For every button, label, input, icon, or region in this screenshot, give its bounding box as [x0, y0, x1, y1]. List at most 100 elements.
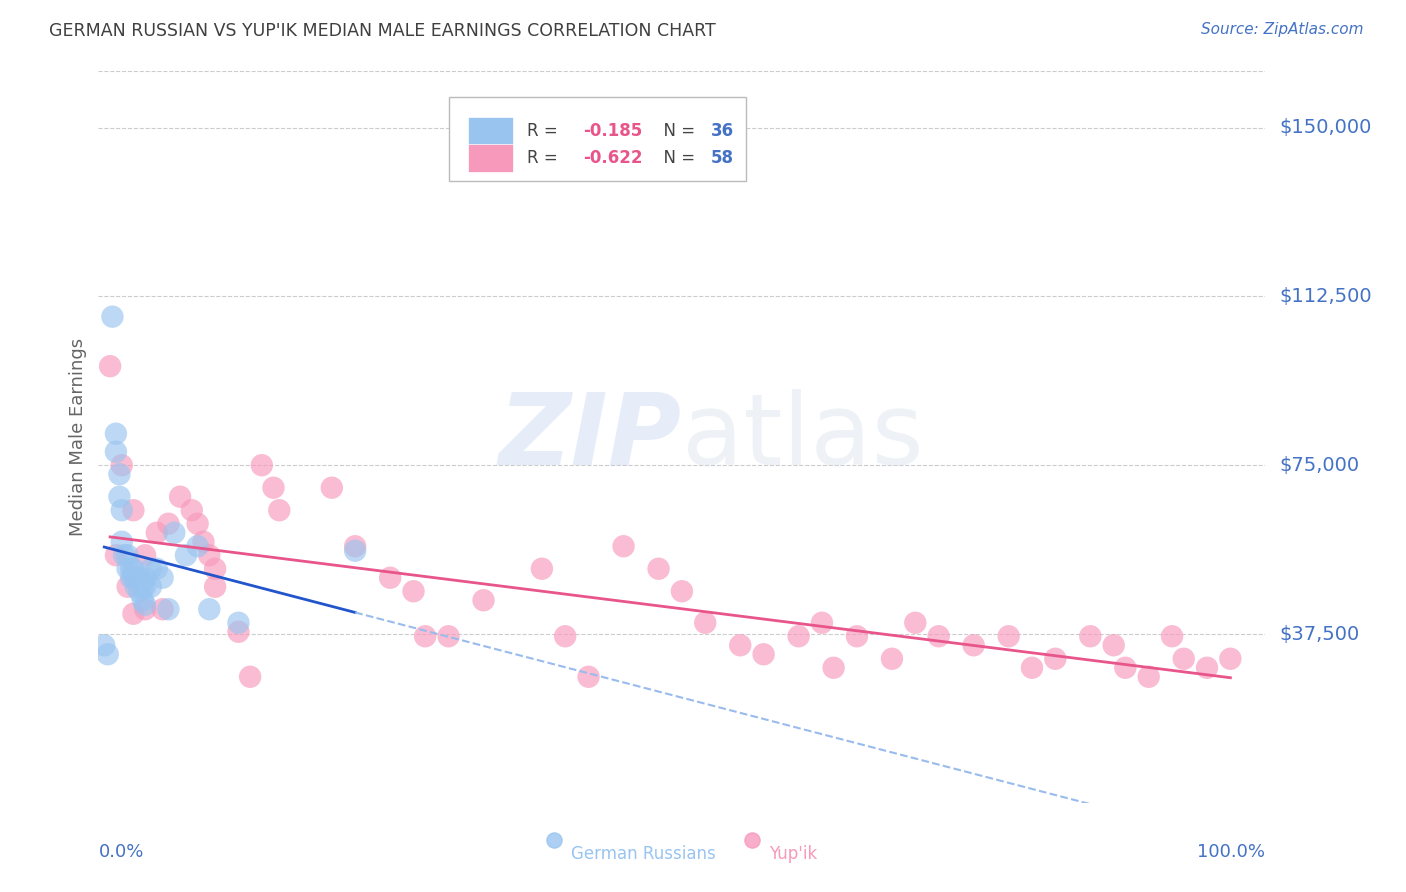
Text: Source: ZipAtlas.com: Source: ZipAtlas.com	[1201, 22, 1364, 37]
Text: GERMAN RUSSIAN VS YUP'IK MEDIAN MALE EARNINGS CORRELATION CHART: GERMAN RUSSIAN VS YUP'IK MEDIAN MALE EAR…	[49, 22, 716, 40]
Point	[811, 615, 834, 630]
Point	[752, 647, 775, 661]
Point	[204, 562, 226, 576]
FancyBboxPatch shape	[449, 97, 747, 181]
Point	[413, 629, 436, 643]
Point	[134, 580, 156, 594]
Text: 100.0%: 100.0%	[1198, 843, 1265, 861]
Text: -0.185: -0.185	[582, 122, 643, 140]
Point	[122, 503, 145, 517]
Text: N =: N =	[652, 149, 700, 167]
Point	[198, 602, 221, 616]
Point	[180, 503, 202, 517]
Point	[108, 490, 131, 504]
Point	[104, 548, 127, 562]
Point	[380, 571, 402, 585]
Text: -0.622: -0.622	[582, 149, 643, 167]
Point	[93, 638, 115, 652]
Point	[1080, 629, 1102, 643]
Point	[228, 615, 250, 630]
Point	[239, 670, 262, 684]
Point	[1219, 652, 1241, 666]
Point	[321, 481, 343, 495]
Text: $37,500: $37,500	[1279, 624, 1360, 643]
Point	[250, 458, 273, 473]
Point	[101, 310, 124, 324]
Point	[204, 580, 226, 594]
Point	[104, 444, 127, 458]
Point	[104, 426, 127, 441]
Point	[120, 562, 142, 576]
Point	[1021, 661, 1043, 675]
Point	[530, 562, 553, 576]
Bar	[468, 118, 513, 145]
Point	[163, 525, 186, 540]
Point	[157, 516, 180, 531]
Point	[128, 571, 150, 585]
Point	[122, 571, 145, 585]
Text: R =: R =	[527, 149, 562, 167]
Point	[152, 571, 174, 585]
Point	[1173, 652, 1195, 666]
Point	[134, 548, 156, 562]
Point	[139, 580, 162, 594]
Text: $150,000: $150,000	[1279, 118, 1372, 137]
Point	[120, 571, 142, 585]
Point	[112, 548, 135, 562]
Point	[543, 796, 565, 810]
Point	[671, 584, 693, 599]
Point	[122, 562, 145, 576]
Point	[117, 562, 139, 576]
Point	[1114, 661, 1136, 675]
Y-axis label: Median Male Earnings: Median Male Earnings	[69, 338, 87, 536]
Point	[1045, 652, 1067, 666]
Point	[169, 490, 191, 504]
Point	[122, 607, 145, 621]
Point	[146, 562, 169, 576]
Point	[111, 534, 134, 549]
Point	[228, 624, 250, 639]
Point	[1137, 670, 1160, 684]
Point	[402, 584, 425, 599]
Point	[787, 629, 810, 643]
Text: R =: R =	[527, 122, 562, 140]
Point	[997, 629, 1019, 643]
Text: ZIP: ZIP	[499, 389, 682, 485]
Point	[741, 796, 763, 810]
Point	[647, 562, 669, 576]
Point	[344, 539, 367, 553]
Point	[117, 548, 139, 562]
Point	[695, 615, 717, 630]
Point	[134, 598, 156, 612]
Point	[262, 481, 284, 495]
Point	[174, 548, 197, 562]
Point	[904, 615, 927, 630]
Point	[1195, 661, 1218, 675]
Text: 36: 36	[711, 122, 734, 140]
Point	[269, 503, 291, 517]
Point	[97, 647, 120, 661]
Point	[98, 359, 121, 374]
Point	[152, 602, 174, 616]
Point	[187, 516, 209, 531]
Text: $75,000: $75,000	[1279, 456, 1360, 475]
Point	[344, 543, 367, 558]
Point	[157, 602, 180, 616]
Point	[134, 602, 156, 616]
Point	[134, 571, 156, 585]
Point	[880, 652, 903, 666]
Point	[928, 629, 950, 643]
Point	[198, 548, 221, 562]
Bar	[468, 145, 513, 172]
Text: atlas: atlas	[682, 389, 924, 485]
Point	[187, 539, 209, 553]
Point	[111, 503, 134, 517]
Point	[146, 525, 169, 540]
Point	[132, 593, 155, 607]
Point	[472, 593, 495, 607]
Point	[578, 670, 600, 684]
Point	[846, 629, 869, 643]
Point	[111, 458, 134, 473]
Text: 58: 58	[711, 149, 734, 167]
Text: German Russians: German Russians	[571, 846, 716, 863]
